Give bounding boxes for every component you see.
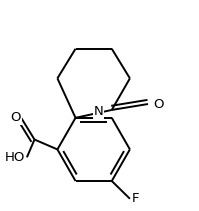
Text: F: F [132,192,139,205]
Text: N: N [94,106,103,118]
Text: O: O [153,97,163,111]
Text: HO: HO [5,151,25,164]
Text: O: O [11,111,21,124]
